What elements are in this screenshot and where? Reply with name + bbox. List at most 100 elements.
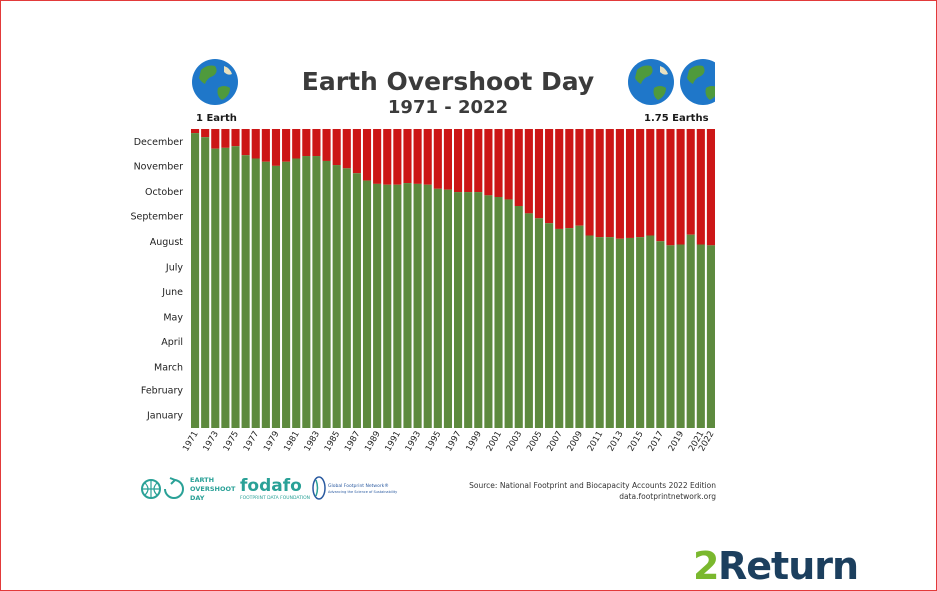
bar-overshoot-2007 — [555, 228, 564, 428]
year-label-1991: 1991 — [383, 430, 402, 454]
bar-remaining-2012 — [605, 129, 614, 238]
bar-remaining-1974 — [221, 129, 230, 148]
year-label-1971: 1971 — [181, 430, 200, 454]
year-label-1973: 1973 — [201, 430, 220, 454]
gfn-logo-line2: Advancing the Science of Sustainability — [328, 490, 397, 494]
bar-remaining-1993 — [413, 129, 422, 184]
bar-overshoot-1999 — [474, 192, 483, 428]
bar-remaining-1978 — [261, 129, 270, 162]
eod-logo-line3: DAY — [190, 494, 205, 502]
bar-remaining-2003 — [514, 129, 523, 207]
bar-overshoot-1998 — [464, 192, 473, 428]
bar-overshoot-2018 — [666, 245, 675, 428]
bar-remaining-1977 — [251, 129, 260, 159]
month-label-october: October — [145, 187, 183, 198]
year-label-2001: 2001 — [485, 430, 504, 454]
year-labels: 1971 1973 1975 1977 1979 1981 1983 1985 1987 1989… — [181, 430, 716, 454]
bar-remaining-1971 — [191, 129, 200, 134]
bar-remaining-1992 — [403, 129, 412, 184]
year-label-2013: 2013 — [606, 430, 625, 454]
bar-overshoot-1994 — [423, 184, 432, 428]
month-label-december: December — [134, 137, 183, 148]
chart-title: Earth Overshoot Day — [302, 67, 594, 96]
month-label-may: May — [163, 312, 183, 323]
month-label-march: March — [154, 362, 183, 373]
bar-overshoot-1991 — [393, 184, 402, 428]
month-label-august: August — [150, 237, 184, 248]
bar-remaining-1976 — [241, 129, 250, 156]
bar-overshoot-2022 — [706, 245, 715, 428]
bar-overshoot-2019 — [676, 244, 685, 428]
eod-logo-line1: EARTH — [190, 476, 214, 484]
year-label-2003: 2003 — [505, 430, 524, 454]
year-label-2019: 2019 — [667, 430, 686, 454]
year-label-1981: 1981 — [282, 430, 301, 454]
month-label-september: September — [130, 212, 183, 223]
bar-overshoot-2014 — [625, 237, 635, 428]
earth-overshoot-day-logo: EARTH OVERSHOOT DAY — [141, 476, 236, 502]
bar-overshoot-1977 — [251, 158, 260, 428]
year-label-1995: 1995 — [424, 430, 443, 454]
year-label-2011: 2011 — [586, 430, 605, 454]
left-earth-label: 1 Earth — [196, 113, 237, 124]
brand-logo: 2 Return — [693, 544, 859, 588]
bar-overshoot-2000 — [484, 195, 493, 428]
bar-overshoot-1981 — [292, 158, 301, 428]
globe-right-2-icon — [680, 59, 715, 105]
bar-remaining-2008 — [565, 129, 574, 229]
bar-remaining-2005 — [534, 129, 544, 219]
eod-logo-line2: OVERSHOOT — [190, 485, 236, 493]
brand-name: Return — [718, 544, 858, 588]
bar-remaining-1975 — [231, 129, 240, 147]
year-label-1997: 1997 — [444, 430, 463, 454]
bar-remaining-1998 — [464, 129, 473, 193]
bar-remaining-2018 — [666, 129, 675, 246]
bar-remaining-1995 — [433, 129, 442, 189]
year-label-2005: 2005 — [525, 430, 544, 454]
month-labels: January February March April May June July Augu… — [130, 137, 183, 422]
bar-overshoot-2013 — [615, 238, 624, 428]
bar-remaining-1973 — [211, 129, 220, 149]
bar-overshoot-1984 — [322, 160, 331, 429]
globe-right-1-icon — [628, 59, 674, 105]
bar-overshoot-2002 — [504, 199, 513, 428]
bar-overshoot-1974 — [221, 147, 230, 428]
bar-remaining-1987 — [352, 129, 361, 174]
bar-remaining-1988 — [362, 129, 372, 181]
year-label-2015: 2015 — [626, 430, 645, 454]
globe-left-icon — [192, 59, 238, 105]
year-label-1999: 1999 — [464, 430, 483, 454]
bar-remaining-1997 — [454, 129, 463, 193]
bar-overshoot-1996 — [443, 189, 452, 428]
bar-overshoot-1987 — [352, 173, 361, 428]
bar-overshoot-2008 — [565, 228, 574, 428]
bar-remaining-1999 — [474, 129, 483, 193]
bar-remaining-1989 — [373, 129, 382, 184]
bar-remaining-1972 — [201, 129, 210, 138]
bar-remaining-2019 — [676, 129, 685, 245]
month-label-june: June — [161, 287, 183, 298]
bar-overshoot-2016 — [646, 235, 655, 428]
year-label-1977: 1977 — [242, 430, 261, 454]
bar-remaining-1981 — [292, 129, 301, 159]
bar-overshoot-1995 — [433, 188, 442, 428]
bar-overshoot-2017 — [656, 241, 665, 428]
right-earth-label: 1.75 Earths — [644, 113, 709, 124]
bar-remaining-1985 — [332, 129, 341, 166]
bar-remaining-1984 — [322, 129, 331, 161]
month-label-july: July — [165, 262, 183, 273]
bar-remaining-2004 — [524, 129, 533, 214]
bar-overshoot-1979 — [271, 165, 281, 428]
bar-overshoot-1976 — [241, 155, 250, 429]
bar-remaining-2013 — [615, 129, 624, 239]
bar-remaining-1991 — [393, 129, 402, 185]
bar-remaining-2007 — [555, 129, 564, 229]
bar-remaining-1979 — [271, 129, 281, 166]
year-label-1985: 1985 — [323, 430, 342, 454]
brand-prefix: 2 — [693, 544, 718, 588]
bar-remaining-1990 — [383, 129, 392, 185]
bar-remaining-2022 — [706, 129, 715, 246]
bar-remaining-2015 — [636, 129, 645, 238]
bar-overshoot-1980 — [282, 161, 291, 428]
bar-remaining-2016 — [646, 129, 655, 236]
